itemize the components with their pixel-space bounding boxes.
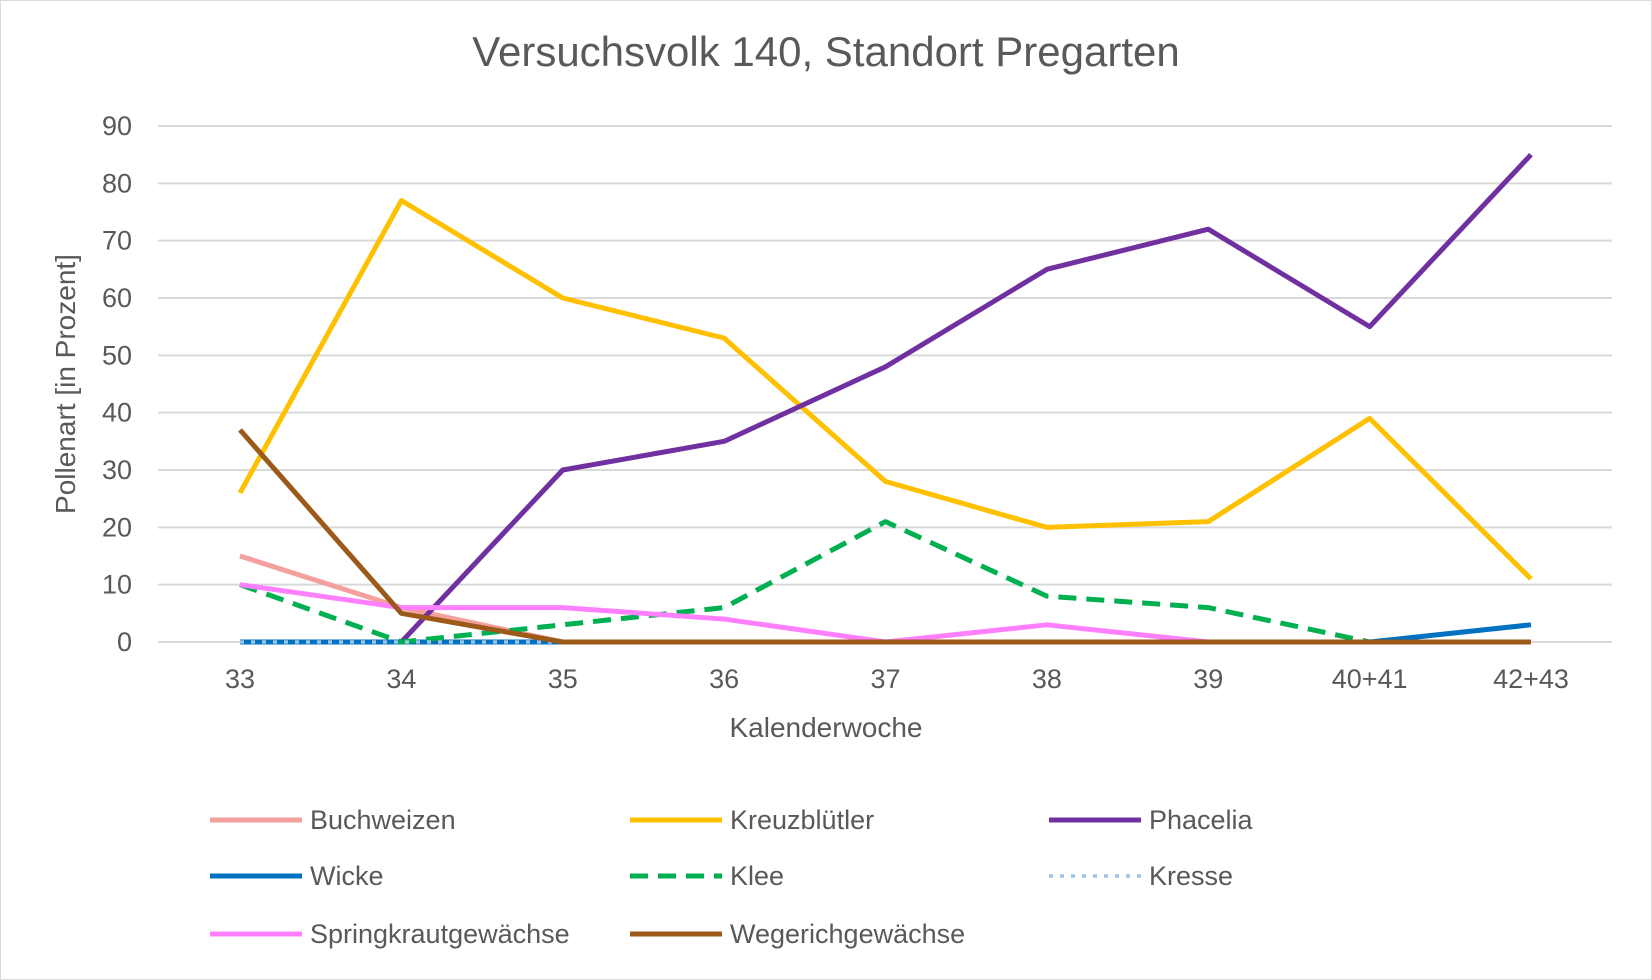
y-tick-label: 10 — [102, 570, 132, 600]
y-tick-label: 20 — [102, 512, 132, 542]
legend-label: Wegerichgewächse — [730, 918, 966, 949]
y-tick-label: 40 — [102, 398, 132, 428]
series-line-kreuzblütler — [237, 198, 1533, 581]
y-tick-label: 70 — [102, 226, 132, 256]
legend-swatch — [630, 873, 722, 879]
legend-label: Klee — [730, 860, 785, 891]
chart-title: Versuchsvolk 140, Standort Pregarten — [472, 28, 1180, 75]
legend-item: Klee — [628, 856, 784, 896]
y-tick-label: 80 — [102, 168, 132, 198]
legend-swatch — [210, 931, 302, 937]
x-axis-label: Kalenderwoche — [729, 712, 923, 743]
y-tick-label: 0 — [117, 627, 132, 657]
series-line-wegerichgewächse — [238, 428, 1531, 645]
x-tick-label: 38 — [1032, 664, 1062, 694]
legend-item: Buchweizen — [208, 800, 456, 840]
x-tick-label: 37 — [870, 664, 900, 694]
legend-label: Springkrautgewächse — [310, 918, 570, 949]
y-tick-label: 60 — [102, 283, 132, 313]
x-tick-label: 33 — [225, 664, 255, 694]
series-line-buchweizen — [239, 553, 1531, 645]
x-tick-label: 34 — [386, 664, 416, 694]
legend-label: Kreuzblütler — [730, 804, 875, 835]
x-tick-label: 35 — [548, 664, 578, 694]
y-tick-label: 30 — [102, 455, 132, 485]
series-line-klee — [239, 519, 1371, 645]
y-tick-label: 50 — [102, 340, 132, 370]
legend-swatch — [630, 817, 722, 823]
legend-item: Phacelia — [1047, 800, 1253, 840]
legend-label: Wicke — [310, 860, 384, 891]
x-tick-label: 40+41 — [1332, 664, 1408, 694]
legend-swatch — [630, 931, 722, 937]
legend-label: Kresse — [1149, 860, 1234, 891]
legend-item: Kresse — [1047, 856, 1233, 896]
legend-item: Kreuzblütler — [628, 800, 874, 840]
legend-swatch — [210, 873, 302, 879]
legend-item: Wicke — [208, 856, 384, 896]
x-tick-label: 42+43 — [1493, 664, 1569, 694]
y-tick-label: 90 — [102, 111, 132, 141]
y-axis-label: Pollenart [in Prozent] — [50, 254, 81, 514]
legend-swatch — [1049, 817, 1141, 823]
legend-item: Springkrautgewächse — [208, 914, 570, 954]
legend-swatch — [210, 817, 302, 823]
x-tick-label: 36 — [709, 664, 739, 694]
series-line-phacelia — [399, 152, 1533, 644]
legend-item: Wegerichgewächse — [628, 914, 965, 954]
legend-label: Buchweizen — [310, 804, 456, 835]
legend-label: Phacelia — [1149, 804, 1253, 835]
x-tick-label: 39 — [1193, 664, 1223, 694]
legend-swatch — [1049, 874, 1141, 878]
